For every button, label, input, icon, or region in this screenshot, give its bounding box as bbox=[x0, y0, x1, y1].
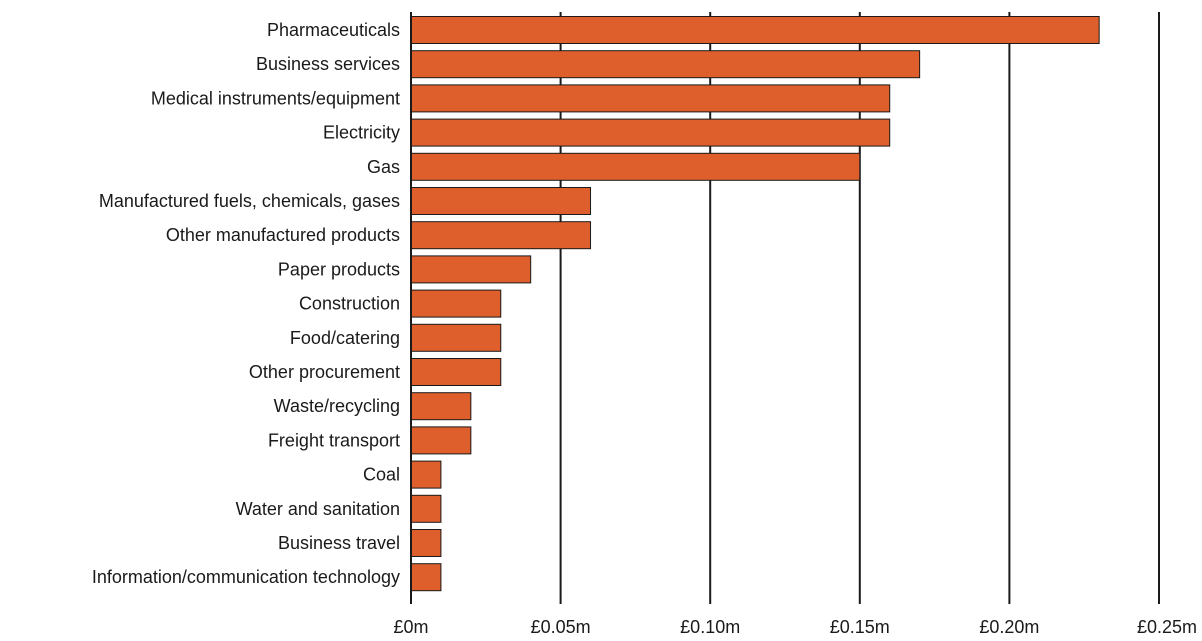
bar-business-services bbox=[410, 50, 921, 79]
bar-medical-instruments-equipment bbox=[410, 84, 891, 113]
category-label-other-manufactured-products: Other manufactured products bbox=[166, 225, 400, 245]
bar-manufactured-fuels-chemicals-gases bbox=[410, 187, 592, 215]
category-label-coal: Coal bbox=[363, 465, 400, 485]
category-label-other-procurement: Other procurement bbox=[249, 362, 400, 382]
category-label-gas: Gas bbox=[367, 157, 400, 177]
category-label-medical-instruments-equipment: Medical instruments/equipment bbox=[151, 88, 400, 108]
bar-electricity bbox=[410, 118, 891, 147]
x-tick-label-0: £0m bbox=[393, 617, 428, 637]
bar-construction bbox=[410, 289, 502, 318]
bar-waste-recycling bbox=[410, 392, 472, 421]
bar-freight-transport bbox=[410, 426, 472, 455]
bars bbox=[410, 16, 1100, 592]
bar-coal bbox=[410, 460, 442, 489]
category-label-food-catering: Food/catering bbox=[290, 328, 400, 348]
bar-food-catering bbox=[410, 323, 502, 352]
x-tick-label-4: £0.20m bbox=[979, 617, 1039, 637]
category-label-pharmaceuticals: Pharmaceuticals bbox=[267, 20, 400, 40]
bar-pharmaceuticals bbox=[410, 16, 1100, 44]
x-tick-label-2: £0.10m bbox=[680, 617, 740, 637]
category-label-water-and-sanitation: Water and sanitation bbox=[236, 499, 400, 519]
category-label-information-communication-technology: Information/communication technology bbox=[92, 567, 400, 587]
bar-business-travel bbox=[410, 529, 442, 557]
bar-other-manufactured-products bbox=[410, 221, 592, 250]
category-label-electricity: Electricity bbox=[323, 123, 400, 143]
bar-gas bbox=[410, 152, 861, 181]
category-label-business-services: Business services bbox=[256, 54, 400, 74]
bar-information-communication-technology bbox=[410, 563, 442, 592]
category-label-paper-products: Paper products bbox=[278, 259, 400, 279]
category-label-manufactured-fuels-chemicals-gases: Manufactured fuels, chemicals, gases bbox=[99, 191, 400, 211]
bar-other-procurement bbox=[410, 358, 502, 386]
category-label-freight-transport: Freight transport bbox=[268, 430, 400, 450]
category-label-construction: Construction bbox=[299, 294, 400, 314]
bar-paper-products bbox=[410, 255, 532, 284]
bar-water-and-sanitation bbox=[410, 494, 442, 523]
x-tick-labels: £0m £0.05m £0.10m £0.15m £0.20m £0.25m bbox=[393, 617, 1197, 637]
x-tick-label-5: £0.25m bbox=[1137, 617, 1197, 637]
category-label-waste-recycling: Waste/recycling bbox=[274, 396, 400, 416]
x-tick-label-3: £0.15m bbox=[830, 617, 890, 637]
category-labels: Pharmaceuticals Business services Medical … bbox=[92, 20, 400, 587]
x-tick-label-1: £0.05m bbox=[531, 617, 591, 637]
category-label-business-travel: Business travel bbox=[278, 533, 400, 553]
